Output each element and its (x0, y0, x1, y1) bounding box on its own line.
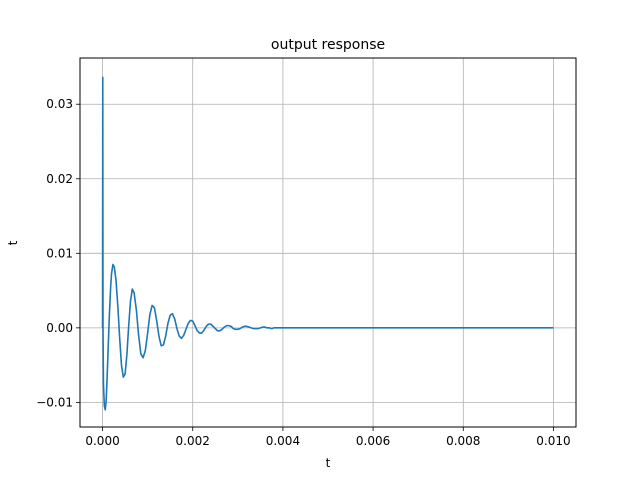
x-tick-label: 0.010 (536, 434, 570, 448)
x-tick-label: 0.000 (85, 434, 119, 448)
y-tick-label: 0.00 (46, 321, 73, 335)
x-tick-label: 0.004 (266, 434, 300, 448)
axis-ticks: 0.000 0.002 0.004 0.006 0.008 0.010 −0.01 0.00 0… (36, 97, 570, 448)
response-line (101, 76, 554, 411)
x-axis-label: t (326, 456, 331, 470)
series-line (101, 76, 554, 411)
plot-frame (79, 57, 577, 428)
x-tick-label: 0.006 (356, 434, 390, 448)
y-axis-label: t (6, 240, 20, 245)
x-tick-label: 0.002 (176, 434, 210, 448)
y-tick-label: 0.01 (46, 246, 73, 260)
x-tick-label: 0.008 (446, 434, 480, 448)
grid-lines (80, 58, 576, 427)
y-tick-label: 0.03 (46, 97, 73, 111)
chart-title: output response (271, 37, 385, 53)
y-tick-label: −0.01 (36, 395, 73, 409)
y-tick-label: 0.02 (46, 172, 73, 186)
